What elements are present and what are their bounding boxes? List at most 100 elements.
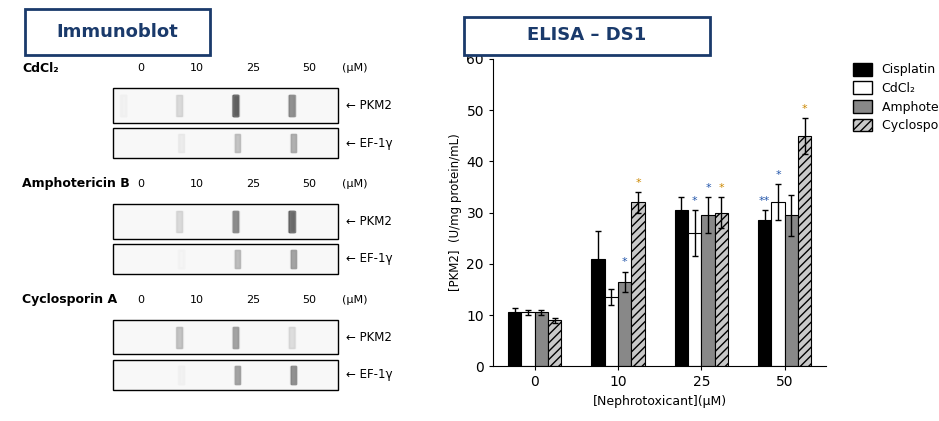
Bar — [176, 327, 181, 348]
Bar — [177, 95, 182, 116]
Bar — [233, 327, 239, 348]
Bar — [289, 211, 295, 232]
Bar — [122, 95, 128, 116]
Bar — [287, 211, 293, 232]
Bar — [177, 250, 182, 268]
Bar — [605, 297, 618, 366]
Bar — [290, 327, 296, 348]
Bar — [233, 365, 239, 384]
Bar — [232, 95, 238, 116]
Text: (μM): (μM) — [342, 179, 367, 189]
Bar — [288, 211, 294, 232]
Bar — [290, 327, 296, 348]
Text: ELISA – DS1: ELISA – DS1 — [528, 27, 646, 44]
Bar — [289, 95, 295, 116]
Text: (μM): (μM) — [342, 295, 367, 305]
Text: 25: 25 — [246, 179, 260, 189]
Bar — [290, 250, 295, 268]
Bar — [180, 134, 185, 152]
Bar — [235, 365, 239, 384]
Bar — [288, 95, 294, 116]
Bar — [290, 250, 296, 268]
Text: 10: 10 — [191, 179, 205, 189]
Bar — [534, 312, 548, 366]
Bar — [292, 365, 297, 384]
Bar — [119, 95, 125, 116]
Bar — [234, 250, 239, 268]
Bar — [178, 211, 183, 232]
Bar — [289, 327, 295, 348]
Text: *: * — [692, 196, 698, 206]
Bar — [289, 95, 295, 116]
Bar — [290, 211, 296, 232]
Text: *: * — [705, 183, 711, 193]
Bar — [178, 327, 183, 348]
Text: **: ** — [759, 196, 770, 206]
Bar — [785, 215, 798, 366]
Bar — [177, 250, 182, 268]
Bar — [233, 250, 239, 268]
Bar — [232, 211, 238, 232]
Bar — [178, 134, 184, 152]
Bar — [290, 365, 296, 384]
Bar — [177, 327, 182, 348]
Bar — [177, 327, 181, 348]
Bar — [291, 365, 297, 384]
Bar — [701, 215, 715, 366]
Bar — [180, 250, 185, 268]
Bar — [758, 220, 771, 366]
Bar — [235, 365, 239, 384]
Bar — [231, 211, 237, 232]
Bar — [178, 327, 184, 348]
Bar — [235, 134, 240, 152]
Bar — [291, 134, 296, 152]
Bar — [113, 204, 338, 239]
FancyBboxPatch shape — [24, 9, 210, 55]
Bar — [236, 134, 240, 152]
Bar — [291, 134, 297, 152]
Text: Immunoblot: Immunoblot — [56, 23, 178, 41]
Bar — [119, 95, 125, 116]
Bar — [291, 365, 296, 384]
Text: ← PKM2: ← PKM2 — [346, 99, 393, 112]
Bar — [231, 327, 237, 348]
Bar — [120, 95, 126, 116]
Bar — [233, 327, 239, 348]
Text: 0: 0 — [138, 295, 145, 305]
Bar — [290, 134, 295, 152]
Bar — [235, 211, 240, 232]
Bar — [231, 327, 237, 348]
Bar — [234, 365, 239, 384]
Bar — [290, 95, 296, 116]
Bar — [289, 134, 295, 152]
Bar — [177, 134, 182, 152]
Bar — [289, 95, 295, 116]
Bar — [291, 250, 296, 268]
Bar — [178, 134, 183, 152]
Bar — [234, 327, 239, 348]
Bar — [178, 95, 184, 116]
Bar — [232, 211, 238, 232]
Bar — [178, 95, 183, 116]
Legend: Cisplatin, CdCl₂, Amphotericin B, Cyclosporin A: Cisplatin, CdCl₂, Amphotericin B, Cyclos… — [849, 59, 939, 136]
Bar — [178, 250, 184, 268]
Bar — [177, 95, 182, 116]
Bar — [289, 250, 295, 268]
Bar — [233, 134, 239, 152]
Bar — [180, 134, 185, 152]
Bar — [236, 250, 240, 268]
Bar — [177, 134, 182, 152]
Text: ← EF-1γ: ← EF-1γ — [346, 253, 393, 265]
Bar — [235, 250, 239, 268]
Text: Amphotericin B: Amphotericin B — [23, 178, 131, 190]
Bar — [290, 95, 296, 116]
Bar — [235, 250, 240, 268]
Bar — [290, 365, 295, 384]
Bar — [289, 365, 295, 384]
Bar — [292, 134, 298, 152]
Bar — [178, 250, 183, 268]
Bar — [287, 211, 293, 232]
Bar — [287, 327, 293, 348]
Bar — [289, 327, 295, 348]
Bar — [177, 327, 182, 348]
